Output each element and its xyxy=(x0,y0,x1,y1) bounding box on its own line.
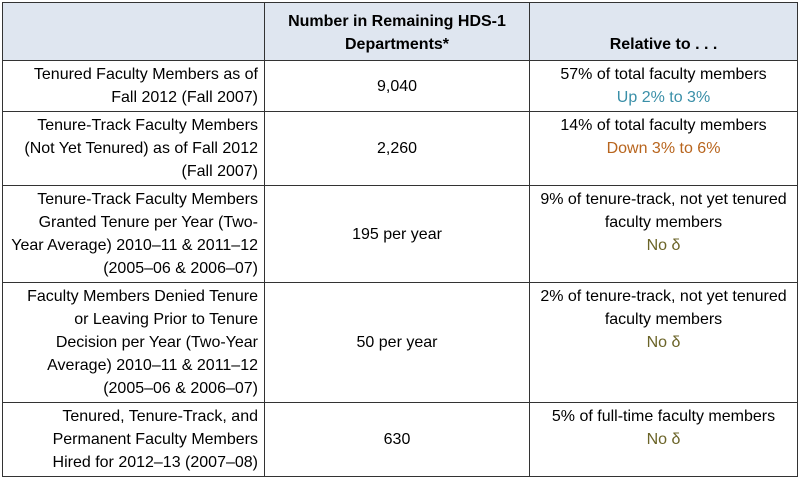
row-change: No δ xyxy=(646,431,681,448)
row-relative-cell: 5% of full-time faculty members No δ xyxy=(529,402,798,477)
row-relative-cell: 14% of total faculty members Down 3% to … xyxy=(529,111,798,186)
row-relative: 14% of total faculty members xyxy=(560,117,767,134)
row-number: 9,040 xyxy=(264,60,530,112)
row-relative: 5% of full-time faculty members xyxy=(551,408,776,425)
table-row: Tenure-Track Faculty Members Granted Ten… xyxy=(2,185,798,283)
row-change: Down 3% to 6% xyxy=(606,140,721,157)
row-label: Tenured, Tenure-Track, and Permanent Fac… xyxy=(2,402,265,477)
table-row: Tenure-Track Faculty Members (Not Yet Te… xyxy=(2,111,798,186)
row-change: Up 2% to 3% xyxy=(616,89,711,106)
row-relative: 57% of total faculty members xyxy=(560,66,767,83)
header-row: Number in Remaining HDS-1 Departments* R… xyxy=(2,2,798,61)
row-change: No δ xyxy=(646,334,681,351)
row-label: Tenure-Track Faculty Members Granted Ten… xyxy=(2,185,265,283)
row-number: 50 per year xyxy=(264,282,530,403)
row-relative-cell: 57% of total faculty members Up 2% to 3% xyxy=(529,60,798,112)
row-relative: 2% of tenure-track, not yet tenured facu… xyxy=(540,288,787,328)
row-label: Faculty Members Denied Tenure or Leaving… xyxy=(2,282,265,403)
header-number: Number in Remaining HDS-1 Departments* xyxy=(264,2,530,61)
table-row: Tenured Faculty Members as of Fall 2012 … xyxy=(2,60,798,112)
table-row: Faculty Members Denied Tenure or Leaving… xyxy=(2,282,798,403)
row-number: 630 xyxy=(264,402,530,477)
row-relative: 9% of tenure-track, not yet tenured facu… xyxy=(540,191,787,231)
table-row: Tenured, Tenure-Track, and Permanent Fac… xyxy=(2,402,798,477)
row-change: No δ xyxy=(646,237,681,254)
row-relative-cell: 2% of tenure-track, not yet tenured facu… xyxy=(529,282,798,403)
header-relative: Relative to . . . xyxy=(529,2,798,61)
header-label-cell xyxy=(2,2,265,61)
row-number: 2,260 xyxy=(264,111,530,186)
row-label: Tenure-Track Faculty Members (Not Yet Te… xyxy=(2,111,265,186)
row-label: Tenured Faculty Members as of Fall 2012 … xyxy=(2,60,265,112)
row-number: 195 per year xyxy=(264,185,530,283)
row-relative-cell: 9% of tenure-track, not yet tenured facu… xyxy=(529,185,798,283)
